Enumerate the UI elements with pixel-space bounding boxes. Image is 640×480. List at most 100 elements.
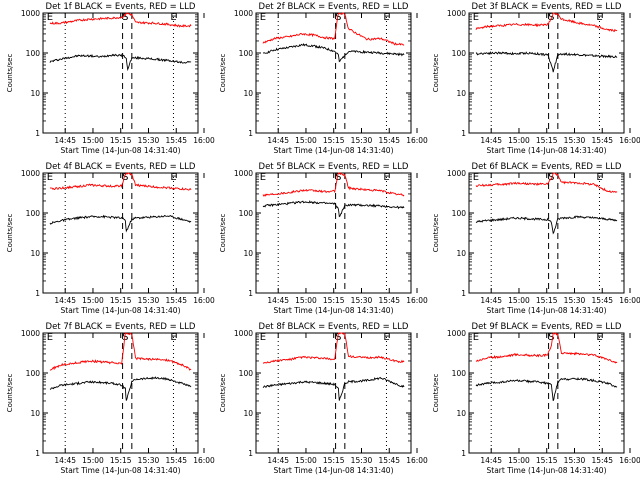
event-marker-label: S (335, 332, 341, 343)
plot-frame (255, 12, 412, 134)
x-tick-label: 15:15 (110, 456, 132, 465)
x-tick-label: 15:30 (138, 136, 160, 145)
x-tick-label: 15:15 (323, 296, 345, 305)
plot-frame (42, 12, 199, 134)
panel-det-2: Det 2f BLACK = Events, RED = LLD 1 10 100 10… (219, 2, 428, 155)
y-tick-label: 10 (456, 249, 466, 258)
panel-det-7: Det 7f BLACK = Events, RED = LLD 1 10 100 10… (6, 322, 215, 475)
y-tick-label: 1 (35, 289, 40, 298)
x-tick-label: 15:45 (378, 136, 400, 145)
y-tick-label: 10 (30, 249, 40, 258)
y-tick-label: 100 (239, 49, 254, 58)
event-marker-label: E (596, 12, 602, 23)
y-tick-label: 1000 (21, 9, 40, 18)
y-tick-label: 1000 (447, 9, 466, 18)
panel-det-4: Det 4f BLACK = Events, RED = LLD 1 10 100 10… (6, 162, 215, 315)
x-tick-label: 14:45 (54, 296, 76, 305)
y-axis-label: Counts/sec (6, 214, 14, 253)
y-tick-label: 10 (456, 89, 466, 98)
panel-title: Det 1f BLACK = Events, RED = LLD (46, 2, 196, 12)
x-tick-label: 16:00 (619, 456, 640, 465)
lld-series-line (475, 332, 618, 364)
x-axis-label: Start Time (14-Jun-08 14:31:40) (274, 146, 394, 155)
x-tick-label: 15:00 (82, 296, 104, 305)
plot-frame (42, 172, 199, 294)
x-tick-label: 15:00 (508, 296, 530, 305)
x-tick-label: 15:00 (82, 136, 104, 145)
y-tick-label: 100 (452, 209, 467, 218)
y-tick-label: 1000 (21, 329, 40, 338)
events-series-line (49, 53, 192, 72)
x-tick-label: 15:00 (295, 136, 317, 145)
y-tick-label: 100 (452, 49, 467, 58)
x-tick-label: 15:45 (165, 136, 187, 145)
y-tick-label: 100 (26, 49, 41, 58)
panel-title: Det 5f BLACK = Events, RED = LLD (259, 162, 409, 172)
event-marker-label: S (122, 12, 128, 23)
event-marker-label: S (122, 172, 128, 183)
event-marker-label: E (170, 332, 176, 343)
lld-series-line (49, 172, 192, 191)
panel-det-1: Det 1f BLACK = Events, RED = LLD 1 10 100 10… (6, 2, 215, 155)
x-tick-label: 15:45 (378, 456, 400, 465)
panel-title: Det 3f BLACK = Events, RED = LLD (472, 2, 622, 12)
y-axis-label: Counts/sec (6, 374, 14, 413)
event-marker-label: E (596, 332, 602, 343)
lld-series-line (49, 12, 192, 28)
y-tick-label: 1 (248, 129, 253, 138)
events-series-line (475, 215, 618, 235)
y-axis-label: Counts/sec (432, 54, 440, 93)
event-marker-label: E (170, 12, 176, 23)
x-axis-label: Start Time (14-Jun-08 14:31:40) (487, 466, 607, 475)
y-tick-label: 100 (239, 209, 254, 218)
plot-frame (468, 172, 625, 294)
x-tick-label: 16:00 (619, 296, 640, 305)
x-tick-label: 15:45 (165, 296, 187, 305)
y-axis-label: Counts/sec (219, 374, 227, 413)
y-tick-label: 1000 (234, 329, 253, 338)
y-tick-label: 1 (35, 449, 40, 458)
events-series-line (262, 376, 405, 401)
x-tick-label: 15:30 (564, 456, 586, 465)
x-tick-label: 15:30 (138, 296, 160, 305)
y-tick-label: 1 (461, 449, 466, 458)
x-tick-label: 15:45 (591, 136, 613, 145)
x-axis-label: Start Time (14-Jun-08 14:31:40) (61, 306, 181, 315)
x-tick-label: 15:15 (536, 456, 558, 465)
event-marker-label: E (473, 332, 479, 343)
events-series-line (49, 376, 192, 401)
x-axis-label: Start Time (14-Jun-08 14:31:40) (61, 146, 181, 155)
event-marker-label: E (383, 12, 389, 23)
events-series-line (262, 200, 405, 218)
event-marker-label: E (383, 332, 389, 343)
lld-series-line (262, 172, 405, 197)
y-tick-label: 100 (26, 209, 41, 218)
x-tick-label: 15:00 (295, 456, 317, 465)
event-marker-label: E (260, 12, 266, 23)
panel-title: Det 7f BLACK = Events, RED = LLD (46, 322, 196, 332)
panel-title: Det 4f BLACK = Events, RED = LLD (46, 162, 196, 172)
x-tick-label: 15:45 (378, 296, 400, 305)
panel-det-6: Det 6f BLACK = Events, RED = LLD 1 10 100 10… (432, 162, 640, 315)
y-tick-label: 100 (26, 369, 41, 378)
events-series-line (262, 42, 405, 63)
panel-title: Det 8f BLACK = Events, RED = LLD (259, 322, 409, 332)
lld-series-line (49, 331, 192, 371)
x-tick-label: 14:45 (480, 136, 502, 145)
y-tick-label: 1000 (234, 169, 253, 178)
y-tick-label: 10 (30, 409, 40, 418)
y-tick-label: 10 (243, 249, 253, 258)
event-marker-label: E (47, 332, 53, 343)
x-tick-label: 16:00 (406, 296, 428, 305)
event-marker-label: E (47, 12, 53, 23)
event-marker-label: E (260, 172, 266, 183)
panel-title: Det 9f BLACK = Events, RED = LLD (472, 322, 622, 332)
x-tick-label: 15:45 (591, 456, 613, 465)
event-marker-label: S (122, 332, 128, 343)
y-axis-label: Counts/sec (432, 374, 440, 413)
y-tick-label: 100 (239, 369, 254, 378)
y-tick-label: 1 (461, 289, 466, 298)
y-axis-label: Counts/sec (432, 214, 440, 253)
event-marker-label: S (335, 12, 341, 23)
y-tick-label: 10 (456, 409, 466, 418)
